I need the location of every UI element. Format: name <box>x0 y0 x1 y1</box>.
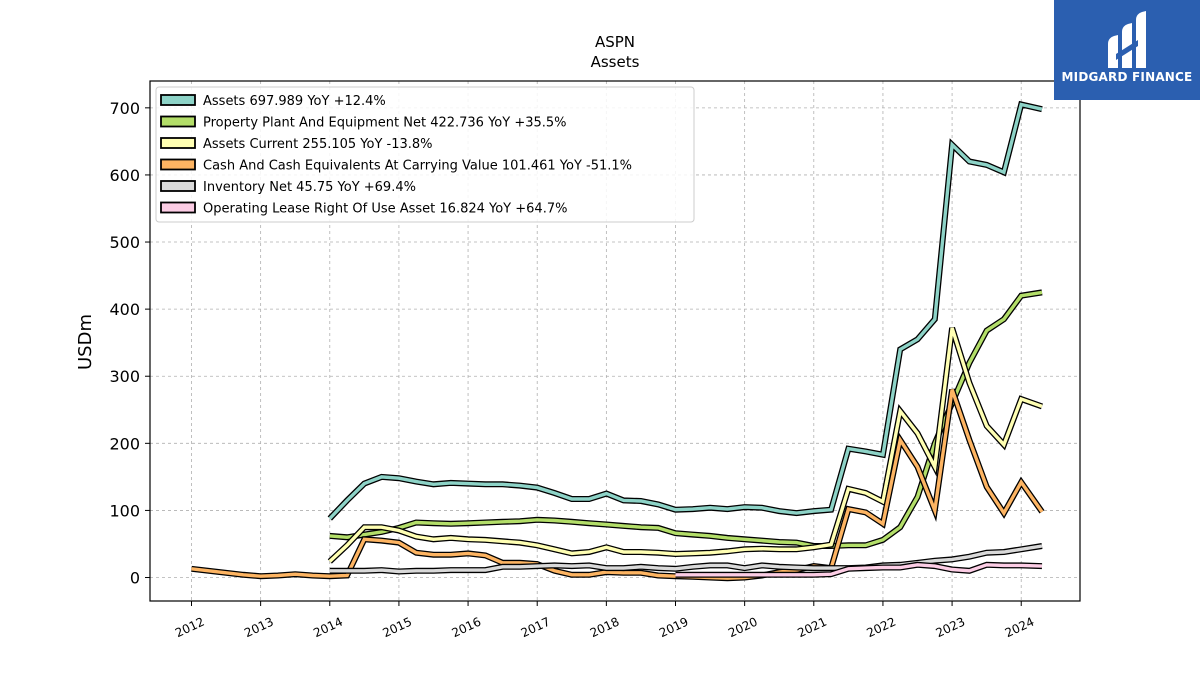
x-tick-label: 2018 <box>588 615 622 641</box>
legend-entry: Operating Lease Right Of Use Asset 16.82… <box>203 202 567 217</box>
series-6 <box>675 561 1043 578</box>
chart-title: ASPN <box>595 33 635 51</box>
legend-entry: Inventory Net 45.75 YoY +69.4% <box>203 180 416 195</box>
y-tick-label: 400 <box>109 300 140 319</box>
y-tick-label: 0 <box>130 569 140 588</box>
series-4 <box>191 388 1045 582</box>
legend-entry: Cash And Cash Equivalents At Carrying Va… <box>203 159 632 174</box>
y-tick-label: 600 <box>109 166 140 185</box>
series-line <box>675 563 1043 577</box>
series-line <box>328 102 1043 520</box>
series-line-outline <box>327 326 1044 564</box>
series-lines <box>191 100 1045 582</box>
x-axis-ticks: 2012 2013 2014 2015 2016 2017 2018 2019 2020 2021… <box>173 601 1036 640</box>
x-tick-label: 2023 <box>934 615 968 641</box>
x-tick-label: 2013 <box>242 615 276 641</box>
x-tick-label: 2021 <box>795 615 829 641</box>
legend-swatch <box>160 137 196 149</box>
x-tick-label: 2017 <box>519 615 553 641</box>
x-tick-label: 2022 <box>864 615 898 641</box>
legend-swatch <box>160 115 196 128</box>
legend-swatch <box>160 180 196 192</box>
chart-subtitle: Assets <box>591 53 640 71</box>
legend: Assets 697.989 YoY +12.4% Property Plant … <box>155 86 695 223</box>
plot-frame <box>149 80 1081 602</box>
legend-entry: Assets Current 255.105 YoY -13.8% <box>203 137 433 152</box>
midgard-finance-logo: MIDGARD FINANCE <box>1054 0 1200 100</box>
legend-swatch <box>160 158 196 171</box>
series-3 <box>327 326 1044 564</box>
legend-swatch <box>160 201 196 214</box>
y-tick-label: 100 <box>109 501 140 520</box>
x-tick-label: 2020 <box>726 615 760 641</box>
x-tick-label: 2012 <box>173 615 207 641</box>
y-axis-label: USDm <box>75 314 96 370</box>
x-tick-label: 2015 <box>380 615 414 641</box>
legend-entry: Assets 697.989 YoY +12.4% <box>203 94 386 109</box>
x-tick-label: 2019 <box>657 615 691 641</box>
legend-box <box>155 86 695 223</box>
series-1 <box>327 100 1043 521</box>
x-tick-label: 2014 <box>311 615 345 641</box>
x-tick-label: 2016 <box>450 615 484 641</box>
series-line <box>328 327 1043 563</box>
legend-swatch <box>160 94 196 106</box>
series-2 <box>329 289 1043 549</box>
series-line <box>329 290 1043 548</box>
midgard-logo-icon <box>1108 11 1146 68</box>
y-tick-label: 200 <box>109 434 140 453</box>
y-tick-label: 300 <box>109 367 140 386</box>
y-tick-label: 500 <box>109 233 140 252</box>
logo-text: MIDGARD FINANCE <box>1061 70 1193 84</box>
y-axis-ticks: 0 100 200 300 400 500 600 700 <box>109 99 150 588</box>
x-tick-label: 2024 <box>1003 615 1037 641</box>
series-line <box>191 389 1044 580</box>
legend-entry: Property Plant And Equipment Net 422.736… <box>203 116 567 131</box>
y-tick-label: 700 <box>109 99 140 118</box>
